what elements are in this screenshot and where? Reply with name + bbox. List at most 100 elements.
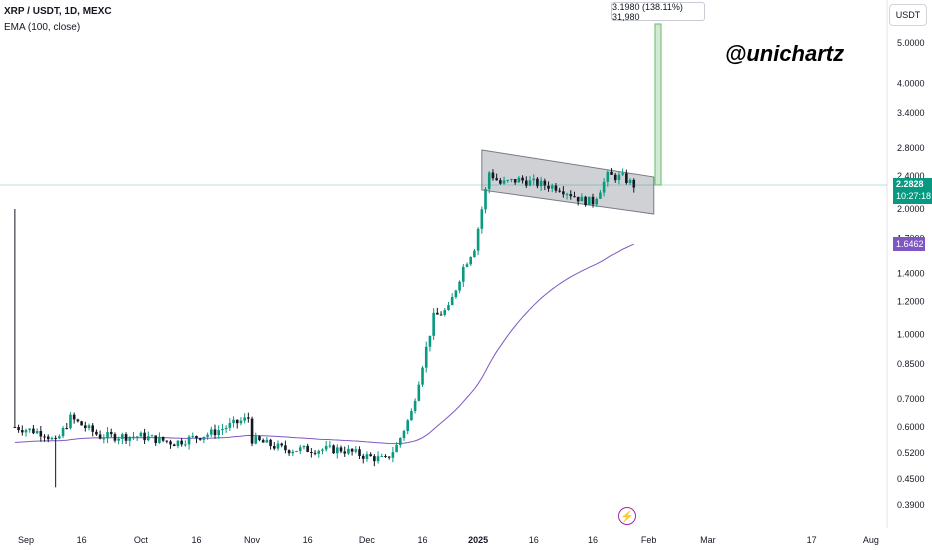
candle-body <box>369 454 372 457</box>
candle-body <box>580 196 584 202</box>
candle-body <box>402 431 406 439</box>
candle-body <box>461 266 465 282</box>
candle-body <box>80 421 83 426</box>
candle-body <box>587 196 591 206</box>
candle-body <box>562 191 565 195</box>
time-tick-label: Feb <box>641 535 657 545</box>
ema-value-tag: 1.6462 <box>893 237 925 251</box>
time-tick-label: 16 <box>588 535 598 545</box>
candle-body <box>54 437 57 439</box>
candle-body <box>13 426 17 428</box>
candle-body <box>158 436 161 443</box>
price-tick-label: 1.2000 <box>897 296 925 306</box>
candle-body <box>413 400 417 412</box>
candle-body <box>272 446 276 449</box>
candle-body <box>298 447 302 451</box>
candle-body <box>495 178 498 181</box>
candle-body <box>613 174 617 181</box>
candle-body <box>217 430 221 436</box>
candle-body <box>310 451 313 453</box>
lightning-icon[interactable]: ⚡ <box>618 507 636 525</box>
candle-body <box>306 445 309 452</box>
candle-body <box>146 436 150 441</box>
ema-line <box>14 243 634 445</box>
candle-body <box>39 431 43 437</box>
time-tick-label: 2025 <box>468 535 488 545</box>
time-tick-label: 16 <box>529 535 539 545</box>
price-tick-label: 2.8000 <box>897 143 925 153</box>
candle-body <box>161 436 165 441</box>
candle-body <box>621 173 624 175</box>
candle-body <box>536 178 539 187</box>
price-tick-label: 0.3900 <box>897 500 925 510</box>
bar-countdown: 10:27:18 <box>896 191 932 201</box>
price-tick-label: 0.5200 <box>897 448 925 458</box>
candle-body <box>324 445 328 450</box>
candle-body <box>443 309 447 315</box>
candle-body <box>354 449 358 452</box>
time-tick-label: Nov <box>244 535 261 545</box>
candle-body <box>24 430 28 433</box>
candle-body <box>510 178 513 181</box>
candle-body <box>447 305 450 310</box>
candle-body <box>358 449 361 456</box>
currency-button[interactable]: USDT <box>889 4 927 26</box>
candle-body <box>106 432 109 439</box>
candle-body <box>439 314 443 316</box>
author-watermark: @unichartz <box>725 37 844 71</box>
candle-body <box>261 440 265 443</box>
candle-body <box>599 192 602 199</box>
candle-body <box>628 179 632 183</box>
candle-body <box>20 430 24 433</box>
candle-body <box>206 434 209 437</box>
candle-body <box>480 209 484 229</box>
candle-body <box>376 456 380 462</box>
candle-body <box>172 444 176 447</box>
time-tick-label: Mar <box>700 535 716 545</box>
price-tick-label: 3.4000 <box>897 108 925 118</box>
candle-body <box>491 172 495 179</box>
candle-body <box>128 436 132 441</box>
candle-body <box>65 427 69 429</box>
candle-body <box>165 440 169 442</box>
candle-body <box>484 189 487 210</box>
candle-body <box>232 419 235 424</box>
candle-body <box>543 180 547 186</box>
candle-body <box>521 177 524 181</box>
candle-body <box>250 418 254 444</box>
indicator-legend[interactable]: EMA (100, close) <box>4 22 81 33</box>
candle-body <box>143 432 146 441</box>
candle-body <box>43 436 46 438</box>
candle-body <box>187 436 191 445</box>
time-tick-label: 16 <box>191 535 201 545</box>
time-tick-label: Aug <box>863 535 879 545</box>
candle-body <box>550 185 554 189</box>
candle-body <box>476 228 480 251</box>
candle-body <box>343 451 347 454</box>
candle-body <box>28 428 32 431</box>
candle-body <box>458 281 461 291</box>
candle-body <box>58 436 61 439</box>
candle-body <box>180 440 183 445</box>
candle-body <box>573 196 576 198</box>
candle-body <box>243 417 246 421</box>
price-tick-label: 2.4000 <box>897 171 925 181</box>
candle-body <box>247 417 250 419</box>
candle-body <box>61 427 65 437</box>
candle-body <box>317 450 321 454</box>
time-tick-label: 16 <box>418 535 428 545</box>
candle-body <box>328 445 332 447</box>
candle-body <box>239 420 243 424</box>
candle-body <box>576 196 580 202</box>
candle-body <box>532 178 536 181</box>
candle-body <box>287 450 291 454</box>
candle-body <box>139 432 143 437</box>
candle-body <box>269 439 272 447</box>
candle-body <box>606 171 610 182</box>
candle-body <box>398 438 402 446</box>
candle-body <box>46 436 50 440</box>
candle-body <box>335 447 339 454</box>
candle-body <box>539 180 543 187</box>
candle-body <box>276 443 280 449</box>
